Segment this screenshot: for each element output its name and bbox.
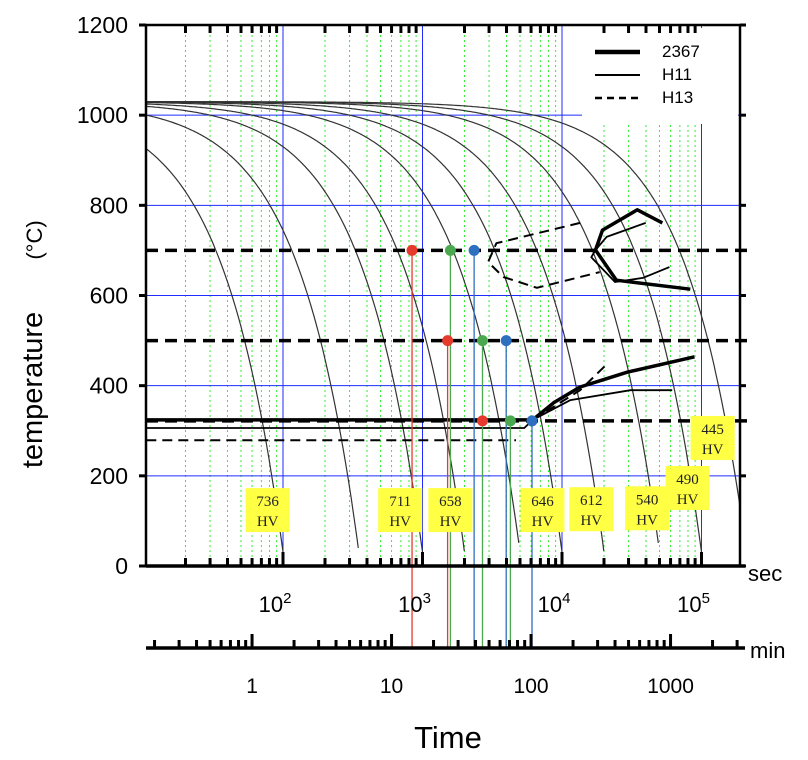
y-tick-label: 0 <box>115 553 128 579</box>
y-tick-label: 200 <box>90 463 128 489</box>
hardness-unit: HV <box>677 492 699 508</box>
sec-tick-label: 103 <box>398 590 431 617</box>
grid <box>146 25 740 566</box>
transformation-curve-2367-pearlite <box>593 208 691 291</box>
hardness-label-box <box>569 487 614 532</box>
y-axis-unit: (°C) <box>22 220 47 259</box>
legend-label: H11 <box>662 65 692 84</box>
hardness-value: 540 <box>636 492 659 508</box>
hardness-unit: HV <box>580 513 602 529</box>
sec-unit-label: sec <box>748 561 782 586</box>
cooling-curve <box>146 101 659 543</box>
cooling-curve <box>146 105 424 553</box>
cooling-curve <box>146 114 359 548</box>
cooling-curve <box>146 101 740 511</box>
hardness-label-box <box>690 415 735 460</box>
y-tick-label: 400 <box>90 373 128 399</box>
hardness-unit: HV <box>440 514 462 530</box>
transformation-curve-H11-pearlite <box>590 222 670 283</box>
hardness-label: 445 HV <box>690 415 735 460</box>
transformation-curve-2367-bainite <box>146 355 695 422</box>
cooling-curves <box>146 101 740 553</box>
y-tick-label: 1000 <box>77 102 128 128</box>
marker-dot <box>406 244 418 256</box>
y-axis-title: temperature <box>17 312 49 468</box>
hardness-label-box <box>378 488 423 533</box>
transformation-curve-H13-bainite <box>532 362 609 421</box>
hardness-label: 612 HV <box>569 487 614 532</box>
marker-dot <box>442 335 454 347</box>
tick-exponent: 2 <box>283 590 291 607</box>
tick-exponent: 4 <box>562 590 570 607</box>
hardness-label-box <box>245 488 290 533</box>
legend-label: H13 <box>662 88 693 107</box>
hardness-value: 490 <box>676 472 699 488</box>
hardness-label-box <box>428 488 473 533</box>
cooling-curve <box>146 101 605 552</box>
hardness-label: 490 HV <box>665 466 710 511</box>
hardness-label: 646 HV <box>520 488 565 533</box>
hardness-label: 658 HV <box>428 488 473 533</box>
marker-dot <box>476 335 488 347</box>
hardness-label: 711 HV <box>378 488 423 533</box>
min-tick-label: 1000 <box>647 675 694 698</box>
hardness-unit: HV <box>257 514 279 530</box>
tick-base: 10 <box>677 592 701 617</box>
min-unit-label: min <box>750 638 785 663</box>
cooling-curve <box>146 102 520 543</box>
tick-base: 10 <box>398 592 422 617</box>
min-tick-label: 100 <box>514 675 549 698</box>
tick-base: 10 <box>538 592 562 617</box>
legend: 2367 H11 H13 <box>582 28 738 124</box>
hardness-label-box <box>625 486 670 531</box>
sec-tick-label: 105 <box>677 590 710 617</box>
hardness-unit: HV <box>532 514 554 530</box>
x-axis-title: Time <box>414 720 482 755</box>
sec-tick-label: 102 <box>259 590 292 617</box>
legend-label: 2367 <box>662 42 700 61</box>
min-tick-label: 1 <box>246 675 258 698</box>
hardness-value: 736 <box>256 494 279 510</box>
y-tick-label: 1200 <box>77 12 128 38</box>
y-tick-label: 600 <box>90 283 128 309</box>
tick-exponent: 5 <box>702 590 710 607</box>
hardness-value: 646 <box>531 494 554 510</box>
hardness-label: 540 HV <box>625 486 670 531</box>
hardness-label: 736 HV <box>245 488 290 533</box>
hardness-value: 658 <box>439 494 462 510</box>
marker-dot <box>476 415 488 427</box>
hardness-value: 711 <box>389 494 411 510</box>
hardness-label-box <box>665 466 710 511</box>
cooling-curve <box>146 101 563 553</box>
marker-dot <box>500 335 512 347</box>
marker-dot <box>504 415 516 427</box>
tick-base: 10 <box>259 592 283 617</box>
marker-dot <box>444 244 456 256</box>
markers <box>406 244 538 648</box>
cooling-curve <box>146 148 284 553</box>
tick-exponent: 3 <box>423 590 431 607</box>
marker-dot <box>526 415 538 427</box>
hardness-unit: HV <box>389 514 411 530</box>
transformation-curve-H11-bainite <box>146 389 673 429</box>
hardness-unit: HV <box>702 442 724 458</box>
hardness-label-box <box>520 488 565 533</box>
hardness-value: 445 <box>701 422 724 438</box>
reference-lines <box>146 248 748 423</box>
marker-dot <box>468 244 480 256</box>
transformation-curve-H13-pearlite <box>487 221 600 289</box>
hardness-value: 612 <box>580 493 603 509</box>
cooling-curve <box>146 101 703 553</box>
transformation-curves <box>146 208 695 442</box>
hardness-unit: HV <box>636 512 658 528</box>
sec-tick-label: 104 <box>538 590 571 617</box>
y-tick-label: 800 <box>90 192 128 218</box>
min-tick-label: 10 <box>380 675 403 698</box>
cooling-curve <box>146 103 465 552</box>
